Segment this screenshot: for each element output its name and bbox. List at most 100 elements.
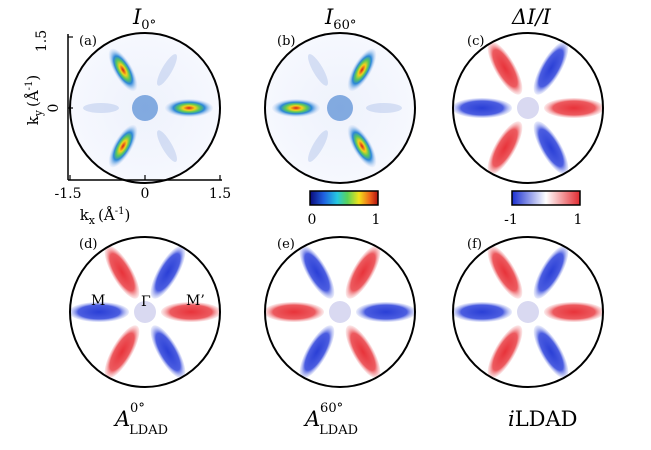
lobe [308, 54, 328, 86]
letter-d: (d) [79, 237, 97, 252]
lobe [150, 325, 186, 379]
gamma-spot [329, 301, 351, 323]
x-label-exp: -1 [115, 206, 125, 217]
y-axis-label: ky (Å-1) [24, 75, 45, 126]
lobe [347, 48, 377, 92]
colorbar-diverging: -1 1 [504, 190, 583, 228]
colorbar-diverging-max: 1 [574, 212, 583, 228]
x-tick-label-right: 1.5 [209, 186, 231, 202]
symmetry-labels: M Γ M’ [91, 293, 205, 310]
lobe [161, 302, 220, 322]
lobe [157, 54, 177, 86]
lobe [487, 325, 523, 379]
lobe [453, 98, 512, 118]
colorbar-intensity-bar [309, 190, 379, 206]
gamma-spot [327, 95, 353, 121]
gamma-spot [134, 301, 156, 323]
title-c: ΔI/I [511, 5, 552, 29]
lobe [533, 41, 569, 95]
lobe [299, 325, 335, 379]
lobe [366, 103, 402, 113]
gamma-spot [132, 95, 158, 121]
lobe [108, 124, 138, 168]
y-label-close: ) [24, 75, 42, 81]
panel-background [265, 237, 415, 387]
panel-border [452, 236, 604, 388]
letter-e: (e) [277, 237, 295, 252]
panel-letters: (a) (b) (c) (d) (e) (f) [79, 34, 484, 252]
lobe [347, 124, 377, 168]
lobe [299, 245, 335, 299]
svg-text:kx(Å-1): kx (Å-1) [80, 206, 131, 227]
panel-border [69, 236, 221, 388]
panel-border [264, 32, 416, 184]
y-tick-label-top: 1.5 [34, 30, 50, 52]
panel-f [452, 236, 604, 388]
lobe [83, 103, 119, 113]
lobe [272, 99, 320, 117]
letter-a: (a) [79, 34, 97, 49]
x-label-main: k [80, 206, 90, 224]
panel-b [264, 32, 416, 184]
lobe [104, 325, 140, 379]
lobe [487, 245, 523, 299]
label-M-prime: M’ [186, 293, 205, 309]
lobe [345, 245, 381, 299]
panels-layer [69, 32, 604, 388]
panel-e [264, 236, 416, 388]
colorbar-intensity-min: 0 [308, 212, 317, 228]
colorbar-intensity: 0 1 [308, 190, 381, 228]
panel-a [69, 32, 221, 184]
colorbar-diverging-bar [511, 190, 581, 206]
lobe [345, 325, 381, 379]
letter-c: (c) [467, 34, 484, 49]
letter-b: (b) [277, 34, 295, 49]
panel-border [452, 32, 604, 184]
title-f: iLDAD [508, 407, 578, 431]
lobe [487, 41, 523, 95]
y-label-exp: -1 [24, 81, 35, 91]
x-label-sub: x [89, 214, 96, 227]
lobe [453, 302, 512, 322]
lobe [157, 130, 177, 162]
gamma-spot [517, 301, 539, 323]
lobe [70, 302, 129, 322]
lobe [533, 245, 569, 299]
x-axis-label: kx (Å-1) [80, 206, 131, 227]
panel-background [453, 237, 603, 387]
lobe [544, 98, 603, 118]
lobe [104, 245, 140, 299]
lobe [544, 302, 603, 322]
lobe [265, 302, 324, 322]
x-tick-label-mid: 0 [141, 186, 150, 202]
panel-background [453, 33, 603, 183]
title-a: I0° [132, 5, 156, 33]
axes-a: 1.5 0 -1.5 0 1.5 ky(Å-1) kx (Å-1) [24, 30, 231, 227]
panel-background [70, 237, 220, 387]
y-label-sub: y [32, 109, 45, 117]
lobe [533, 121, 569, 175]
panel-titles: I0° I60° ΔI/I ALDAD0° ALDAD60° iLDAD [113, 5, 578, 438]
lobe [308, 130, 328, 162]
colorbar-diverging-min: -1 [504, 212, 518, 228]
y-tick-label-mid: 0 [46, 104, 62, 113]
y-label-main: k [24, 115, 42, 125]
lobe [108, 48, 138, 92]
label-Gamma: Γ [141, 294, 151, 310]
title-d: ALDAD0° [113, 401, 168, 438]
x-label-unit: (Å [98, 206, 115, 224]
lobe [533, 325, 569, 379]
panel-c [452, 32, 604, 184]
title-b: I60° [324, 5, 356, 33]
lobe [150, 245, 186, 299]
title-e: ALDAD60° [303, 401, 358, 438]
y-label-unit: (Å [24, 90, 42, 107]
colorbar-intensity-max: 1 [372, 212, 381, 228]
lobe [165, 99, 213, 117]
letter-f: (f) [467, 237, 482, 252]
panel-border [264, 236, 416, 388]
panel-d [69, 236, 221, 388]
lobe [487, 121, 523, 175]
lobe [356, 302, 415, 322]
